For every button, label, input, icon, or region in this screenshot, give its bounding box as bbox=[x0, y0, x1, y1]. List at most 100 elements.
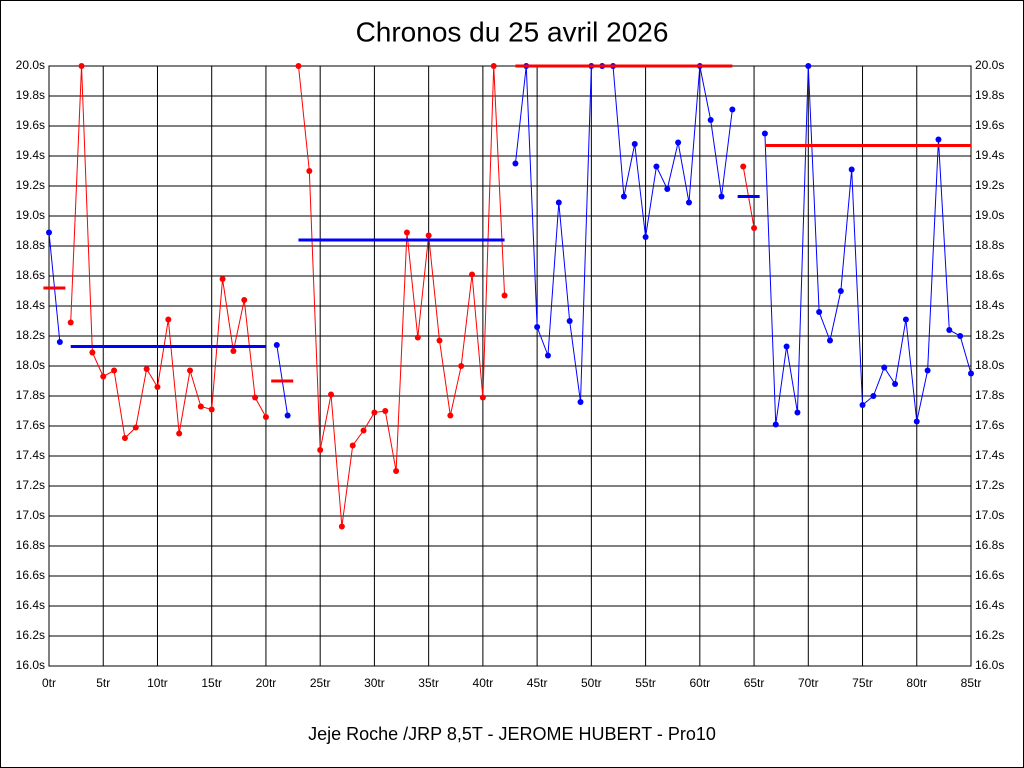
lap-point bbox=[425, 232, 432, 239]
lap-point bbox=[816, 309, 823, 315]
y2-tick-label: 19.0s bbox=[975, 208, 1004, 222]
lap-point bbox=[469, 271, 476, 278]
lap-point bbox=[262, 414, 269, 420]
series-line bbox=[297, 65, 506, 527]
lap-point bbox=[100, 373, 107, 380]
lap-point bbox=[794, 409, 801, 416]
x-tick-label: 85tr bbox=[961, 676, 982, 690]
lap-point bbox=[913, 418, 920, 425]
lap-point bbox=[479, 394, 486, 401]
lap-point bbox=[393, 468, 400, 474]
y-tick-label: 18.0s bbox=[16, 358, 45, 372]
lap-point bbox=[132, 424, 139, 431]
lap-point bbox=[328, 391, 335, 398]
lap-point bbox=[349, 442, 356, 449]
lap-point bbox=[783, 343, 790, 350]
x-tick-label: 35tr bbox=[418, 676, 439, 690]
y2-tick-label: 18.0s bbox=[975, 358, 1004, 372]
y-tick-label: 16.8s bbox=[16, 538, 45, 552]
y2-tick-label: 16.0s bbox=[975, 658, 1004, 672]
lap-point bbox=[772, 421, 779, 428]
lap-point bbox=[458, 363, 465, 369]
lap-point bbox=[382, 408, 389, 414]
x-tick-label: 40tr bbox=[473, 676, 494, 690]
y2-tick-label: 18.2s bbox=[975, 328, 1004, 342]
y2-tick-label: 17.2s bbox=[975, 478, 1004, 492]
lap-point bbox=[46, 229, 52, 236]
lap-point bbox=[946, 327, 953, 333]
lap-point bbox=[414, 334, 421, 341]
lap-point bbox=[403, 229, 410, 236]
chart-title: Chronos du 25 avril 2026 bbox=[356, 16, 669, 47]
y-tick-label: 18.6s bbox=[16, 268, 45, 282]
x-tick-label: 75tr bbox=[852, 676, 873, 690]
lap-point bbox=[436, 337, 443, 344]
lap-point bbox=[685, 199, 692, 206]
lap-point bbox=[881, 364, 888, 371]
y-tick-label: 16.6s bbox=[16, 568, 45, 582]
y2-tick-label: 18.4s bbox=[975, 298, 1004, 312]
x-tick-label: 60tr bbox=[689, 676, 710, 690]
chart-footer: Jeje Roche /JRP 8,5T - JEROME HUBERT - P… bbox=[308, 724, 716, 744]
lap-point bbox=[273, 342, 280, 348]
y2-tick-label: 19.2s bbox=[975, 178, 1004, 192]
y-tick-label: 17.6s bbox=[16, 418, 45, 432]
lap-point bbox=[295, 63, 302, 69]
plot-frame bbox=[48, 65, 972, 667]
y-tick-label: 17.2s bbox=[16, 478, 45, 492]
y-tick-label: 16.2s bbox=[16, 628, 45, 642]
lap-point bbox=[56, 339, 63, 345]
x-tick-label: 30tr bbox=[364, 676, 385, 690]
y2-tick-label: 16.2s bbox=[975, 628, 1004, 642]
lap-point bbox=[718, 193, 725, 200]
y-tick-label: 19.0s bbox=[16, 208, 45, 222]
lap-point bbox=[111, 367, 118, 374]
y2-tick-label: 16.6s bbox=[975, 568, 1004, 582]
x-tick-label: 80tr bbox=[906, 676, 927, 690]
lap-point bbox=[360, 427, 367, 434]
lap-point bbox=[176, 430, 183, 437]
lap-point bbox=[555, 199, 562, 206]
y-tick-label: 19.4s bbox=[16, 148, 45, 162]
x-tick-label: 50tr bbox=[581, 676, 602, 690]
lap-point bbox=[121, 435, 128, 441]
lap-point bbox=[230, 348, 237, 354]
lap-point bbox=[306, 168, 313, 174]
lap-point bbox=[957, 333, 964, 339]
lap-point bbox=[837, 288, 844, 294]
lap-point bbox=[490, 63, 497, 69]
y2-tick-label: 16.8s bbox=[975, 538, 1004, 552]
lap-point bbox=[252, 394, 259, 401]
lap-point bbox=[653, 163, 660, 170]
y-tick-label: 16.0s bbox=[16, 658, 45, 672]
y2-tick-label: 18.8s bbox=[975, 238, 1004, 252]
lap-point bbox=[371, 409, 378, 416]
series-line bbox=[764, 65, 972, 425]
lap-point bbox=[566, 318, 573, 324]
y-tick-label: 20.0s bbox=[16, 58, 45, 72]
lap-point bbox=[805, 63, 812, 69]
lap-point bbox=[968, 370, 974, 377]
lap-point bbox=[761, 130, 768, 137]
lap-point bbox=[143, 366, 150, 372]
lap-point bbox=[89, 349, 96, 356]
y-tick-label: 19.8s bbox=[16, 88, 45, 102]
lap-point bbox=[544, 352, 551, 359]
lap-point bbox=[577, 399, 584, 405]
y2-tick-label: 17.0s bbox=[975, 508, 1004, 522]
lap-point bbox=[512, 160, 519, 167]
y-tick-label: 19.6s bbox=[16, 118, 45, 132]
lap-point bbox=[902, 316, 909, 323]
x-tick-label: 20tr bbox=[256, 676, 277, 690]
lap-point bbox=[620, 193, 627, 200]
y2-tick-label: 20.0s bbox=[975, 58, 1004, 72]
lap-point bbox=[664, 186, 671, 192]
lap-point bbox=[534, 324, 541, 330]
x-tick-label: 10tr bbox=[147, 676, 168, 690]
x-tick-label: 0tr bbox=[42, 676, 56, 690]
lap-point bbox=[241, 297, 248, 303]
x-tick-label: 45tr bbox=[527, 676, 548, 690]
